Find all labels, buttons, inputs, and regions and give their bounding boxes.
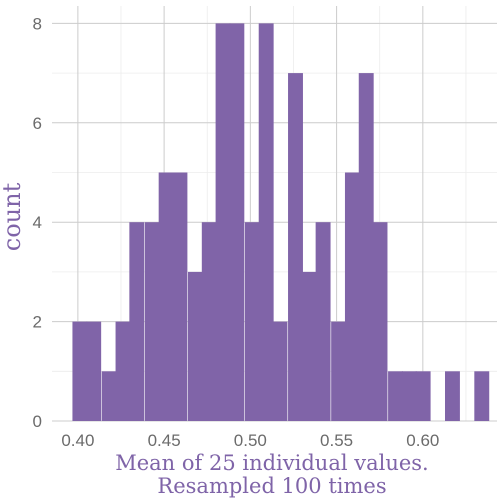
histogram-bar <box>86 321 102 421</box>
x-axis-title-line-1: Mean of 25 individual values. <box>115 451 429 475</box>
histogram-bar <box>331 321 347 421</box>
y-tick-label: 6 <box>33 114 42 133</box>
x-tick-label: 0.45 <box>148 431 181 450</box>
histogram-bar <box>129 222 145 421</box>
histogram-bar <box>474 371 490 421</box>
histogram-bar <box>215 23 231 422</box>
x-tick-label: 0.50 <box>234 431 267 450</box>
histogram-bar <box>115 321 131 421</box>
histogram-bar <box>72 321 88 421</box>
x-tick-label: 0.55 <box>320 431 353 450</box>
x-axis-title-line-2: Resampled 100 times <box>157 474 386 498</box>
histogram-bar <box>229 23 245 422</box>
histogram-bar <box>388 371 403 421</box>
histogram-bar <box>344 172 360 421</box>
histogram-bar <box>158 172 174 421</box>
histogram-bar <box>201 222 217 421</box>
histogram-bar <box>272 321 288 421</box>
histogram-bar <box>358 73 374 421</box>
x-tick-label: 0.40 <box>61 431 94 450</box>
y-axis-ticks: 0 2 4 6 8 <box>33 14 42 431</box>
y-tick-label: 2 <box>33 313 42 332</box>
histogram-bar <box>101 371 117 421</box>
histogram-bar <box>244 222 260 421</box>
y-tick-label: 8 <box>33 14 42 33</box>
histogram-bar <box>301 271 317 421</box>
x-axis-ticks: 0.40 0.45 0.50 0.55 0.60 <box>61 431 439 450</box>
histogram-bar <box>144 222 160 421</box>
y-tick-label: 0 <box>33 412 42 431</box>
y-axis-title: count <box>0 182 26 251</box>
x-tick-label: 0.60 <box>406 431 439 450</box>
histogram-bar <box>415 371 431 421</box>
histogram-bar <box>372 222 388 421</box>
histogram-bars <box>72 23 490 422</box>
histogram-bar <box>172 172 188 421</box>
histogram-bar <box>288 73 303 421</box>
histogram-bar <box>188 271 203 421</box>
y-tick-label: 4 <box>33 213 42 232</box>
histogram-bar <box>444 371 460 421</box>
histogram-bar <box>258 23 274 422</box>
histogram-bar <box>315 222 331 421</box>
histogram-bar <box>401 371 417 421</box>
